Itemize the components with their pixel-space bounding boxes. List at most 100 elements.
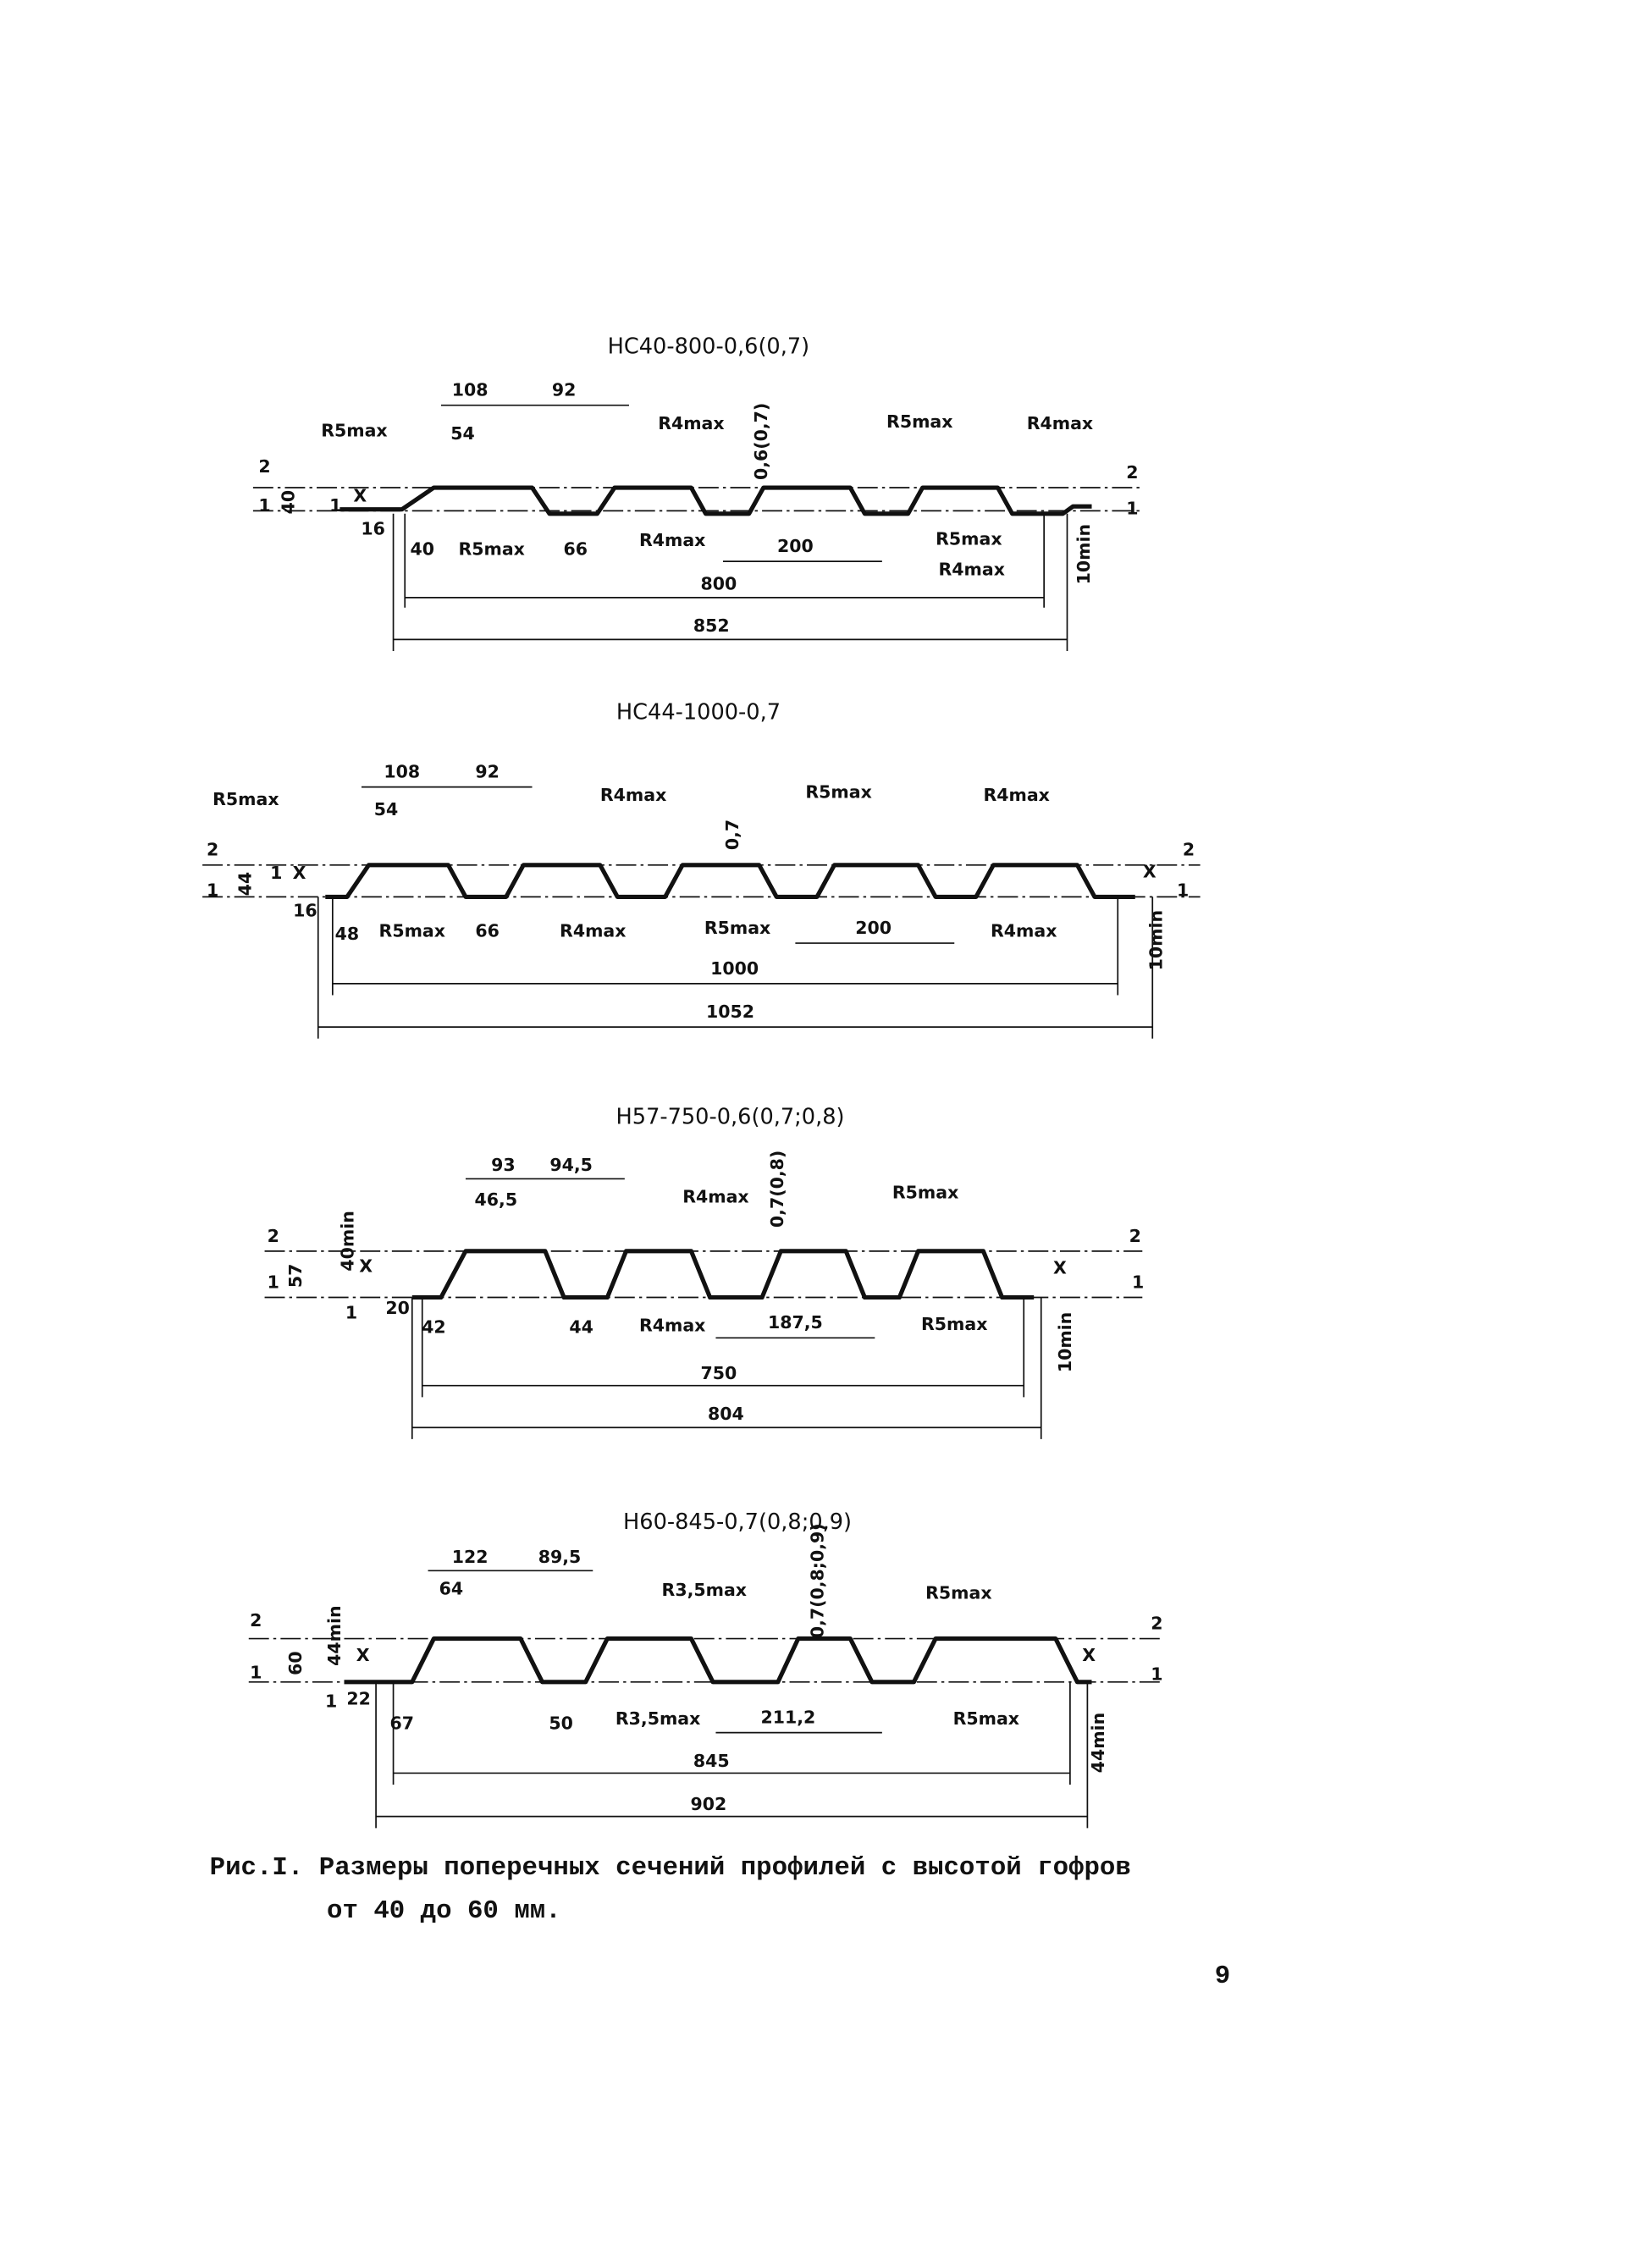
dimension-label: R3,5max: [662, 1580, 747, 1600]
dimension-label: 48: [335, 924, 360, 944]
figure-title: НС40-800-0,6(0,7): [608, 334, 810, 359]
dimension-label: R4max: [1027, 413, 1093, 433]
dimension-label: 42: [422, 1316, 446, 1337]
dimension-label: R5max: [321, 420, 387, 440]
dimension-label: R5max: [213, 789, 279, 809]
dimension-label: 2: [258, 456, 270, 477]
dimension-label: 46,5: [475, 1189, 518, 1210]
dimension-label: 200: [777, 536, 814, 556]
dimension-label: R4max: [639, 1316, 705, 1336]
dimension-label: 804: [708, 1404, 744, 1424]
dimension-label: 2: [1183, 840, 1195, 860]
dimension-label: 40: [279, 490, 299, 515]
dimension-label: 902: [691, 1794, 727, 1814]
dimension-label: X: [293, 863, 306, 883]
dimension-label: 66: [564, 538, 588, 559]
dimension-label: R4max: [682, 1187, 748, 1207]
dimension-label: 200: [855, 918, 892, 938]
caption: Рис.I. Размеры поперечных сечений профил…: [210, 1853, 1131, 1883]
dimension-label: 92: [475, 762, 500, 782]
dimension-label: R4max: [991, 920, 1057, 941]
dimension-label: X: [353, 485, 367, 505]
dimension-label: 1000: [710, 958, 759, 979]
dimension-label: R4max: [600, 785, 666, 805]
dimension-label: 1: [1151, 1664, 1162, 1684]
dimension-label: R4max: [639, 530, 705, 550]
dimension-label: 66: [475, 920, 500, 941]
dimension-label: 0,7(0,8;0,9): [808, 1523, 828, 1638]
profile-section: [325, 863, 1135, 899]
dimension-label: R4max: [939, 559, 1005, 579]
dimension-label: R4max: [983, 785, 1049, 805]
dimension-label: 94,5: [549, 1155, 593, 1175]
dimension-label: 10min: [1055, 1312, 1075, 1372]
dimension-label: 44: [235, 872, 255, 897]
page-number: 9: [1215, 1962, 1230, 1991]
dimension-label: 2: [1151, 1613, 1162, 1633]
dimension-label: 108: [384, 762, 420, 782]
dimension-label: R4max: [560, 920, 626, 941]
dimension-label: 57: [285, 1264, 306, 1289]
dimension-label: 54: [450, 423, 475, 444]
dimension-label: 845: [693, 1751, 730, 1771]
dimension-label: X: [1082, 1645, 1096, 1665]
dimension-label: 89,5: [538, 1547, 582, 1567]
dimension-label: R4max: [658, 413, 724, 433]
dimension-label: 40min: [338, 1211, 358, 1271]
dimension-label: R5max: [936, 529, 1002, 549]
dimension-label: R5max: [953, 1708, 1019, 1729]
dimension-label: R5max: [886, 411, 952, 432]
dimension-label: 1: [270, 863, 282, 883]
dimension-label: 1: [1132, 1272, 1144, 1292]
dimension-label: 10min: [1145, 910, 1166, 970]
dimension-label: 1: [1126, 499, 1138, 519]
dimension-label: 187,5: [768, 1312, 823, 1333]
dimension-label: 800: [700, 573, 737, 593]
dimension-label: X: [1143, 861, 1156, 881]
dimension-label: 750: [700, 1363, 737, 1383]
dimension-label: R5max: [921, 1314, 987, 1334]
dimension-label: 1: [1177, 880, 1189, 901]
dimension-label: 1: [250, 1663, 262, 1683]
dimension-label: R5max: [805, 781, 871, 802]
profile-section: [411, 1249, 1035, 1300]
dimension-label: 122: [452, 1547, 489, 1567]
dimension-label: 44min: [324, 1605, 345, 1665]
profile-figure: [252, 404, 1143, 652]
dimension-label: 2: [1126, 462, 1138, 483]
dimension-label: 211,2: [760, 1708, 815, 1728]
dimension-label: X: [1053, 1257, 1067, 1277]
dimension-label: 44min: [1088, 1713, 1108, 1773]
dimension-label: 852: [693, 615, 730, 636]
profile-figure: [248, 1570, 1164, 1829]
dimension-label: 92: [552, 380, 577, 400]
figure-title: НС44-1000-0,7: [616, 699, 781, 725]
dimension-label: 1: [329, 495, 341, 516]
dimension-label: 2: [1129, 1226, 1141, 1246]
dimension-label: 2: [268, 1226, 279, 1246]
figure-title: Н57-750-0,6(0,7;0,8): [616, 1105, 845, 1130]
dimension-label: 64: [439, 1579, 464, 1599]
dimension-label: 67: [390, 1713, 415, 1733]
dimension-label: 1052: [706, 1002, 754, 1022]
figure-title: Н60-845-0,7(0,8;0,9): [623, 1509, 852, 1535]
dimension-label: 10min: [1074, 524, 1094, 584]
dimension-label: 0,7: [722, 819, 742, 850]
dimension-label: 50: [549, 1713, 573, 1733]
dimension-label: 44: [569, 1316, 593, 1337]
dimension-label: 16: [293, 900, 317, 920]
dimension-label: 40: [410, 538, 434, 559]
dimension-label: X: [359, 1256, 373, 1277]
dimension-label: 0,6(0,7): [751, 403, 771, 480]
dimension-label: R5max: [458, 538, 524, 559]
dimension-label: R5max: [704, 918, 770, 938]
caption: от 40 до 60 мм.: [327, 1896, 561, 1926]
dimension-label: R5max: [925, 1583, 991, 1603]
dimension-label: 1: [258, 495, 270, 516]
dimension-label: 1: [325, 1691, 337, 1712]
profile-section: [339, 485, 1092, 516]
profile-section: [344, 1636, 1092, 1685]
dimension-label: 93: [491, 1155, 516, 1175]
